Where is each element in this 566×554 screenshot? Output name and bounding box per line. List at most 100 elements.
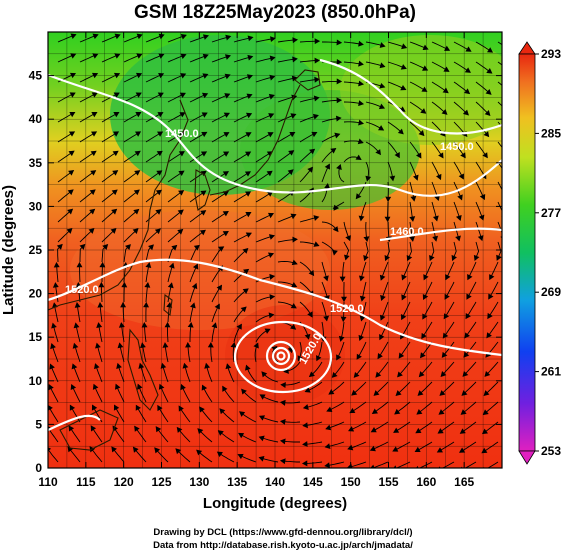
credit-drawing: Drawing by DCL (https://www.gfd-dennou.o… <box>153 527 413 538</box>
streamline-arrowhead <box>421 332 427 340</box>
streamline-arrowhead <box>442 332 449 339</box>
streamline-arrowhead <box>245 112 253 119</box>
streamline-arrowhead <box>69 404 76 411</box>
streamline-arrowhead <box>326 406 333 413</box>
streamline-arrowhead <box>458 447 466 453</box>
streamline-arrowhead <box>178 151 185 157</box>
streamline-arrowhead <box>223 132 230 138</box>
streamline-arrowhead <box>156 170 163 176</box>
streamline-arrowhead <box>334 132 341 139</box>
streamline-arrowhead <box>421 86 428 92</box>
streamline-arrowhead <box>353 371 360 378</box>
streamline-arrowhead <box>297 355 303 362</box>
streamline-arrowhead <box>508 90 512 94</box>
streamline-arrowhead <box>505 153 509 158</box>
streamline-arrowhead <box>324 182 330 189</box>
y-tick-label: 10 <box>29 374 43 388</box>
streamline-arrowhead <box>202 73 209 79</box>
streamline-arrowhead <box>438 152 444 159</box>
colorbar: 293 285 277 269 261 253 <box>518 41 561 465</box>
streamline-arrowhead <box>347 444 354 451</box>
streamline-arrowhead <box>111 208 118 215</box>
streamline-arrowhead <box>291 75 298 82</box>
streamline-arrowhead <box>92 53 99 59</box>
streamline-arrowhead <box>253 342 259 349</box>
streamline-arrowhead <box>199 229 206 236</box>
streamline-arrowhead <box>202 34 209 40</box>
streamline-arrowhead <box>473 254 480 261</box>
streamline-arrowhead <box>359 295 366 302</box>
streamline-arrowhead <box>264 328 271 334</box>
streamline-arrowhead <box>102 244 109 250</box>
streamline-arrowhead <box>236 323 242 330</box>
streamline-arrowhead <box>90 425 97 432</box>
streamline-arrowhead <box>445 274 451 281</box>
streamline-arrowhead <box>336 97 343 104</box>
streamline-arrowhead <box>506 132 510 137</box>
streamline-arrowhead <box>67 208 74 215</box>
streamline-arrowhead <box>268 113 275 119</box>
streamline-arrowhead <box>113 112 120 118</box>
streamline-arrowhead <box>358 60 364 67</box>
streamline-arrowhead <box>110 228 117 234</box>
streamline-arrowhead <box>479 193 486 201</box>
streamline-arrowhead <box>423 274 429 281</box>
streamline-arrowhead <box>200 210 207 216</box>
streamline-arrowhead <box>178 170 185 176</box>
streamline-arrowhead <box>415 427 422 434</box>
streamline-arrowhead <box>439 390 446 396</box>
streamline-arrowhead <box>201 92 209 99</box>
x-tick-label: 150 <box>341 475 361 489</box>
streamline-arrowhead <box>335 115 342 122</box>
streamline-arrowhead <box>180 383 186 391</box>
y-tick-label: 20 <box>29 287 43 301</box>
streamline-arrowhead <box>73 322 80 329</box>
streamline-arrowhead <box>486 68 493 74</box>
streamline-arrowhead <box>167 282 174 289</box>
streamline-arrowhead <box>443 66 450 72</box>
streamline-arrowhead <box>166 301 173 308</box>
streamline-arrowhead <box>323 315 330 322</box>
streamline-arrowhead <box>91 404 98 411</box>
streamline-arrowhead <box>287 169 294 176</box>
streamline-arrowhead <box>158 53 165 59</box>
contour-south-west <box>48 414 101 432</box>
credit-data: Data from http://database.rish.kyoto-u.a… <box>153 540 413 551</box>
streamline-arrowhead <box>379 334 385 341</box>
streamline-arrowhead <box>455 235 461 242</box>
streamline <box>497 161 502 170</box>
streamline-arrowhead <box>379 62 386 69</box>
streamline-arrowhead <box>96 322 103 328</box>
streamline-arrowhead <box>349 407 356 414</box>
streamline-arrowhead <box>68 425 75 432</box>
streamline-arrowhead <box>114 53 121 59</box>
streamline-arrowhead <box>66 228 73 234</box>
x-tick-label: 140 <box>265 475 285 489</box>
y-tick-label: 15 <box>29 330 43 344</box>
streamline-arrowhead <box>223 151 230 157</box>
y-tick-label: 5 <box>35 417 42 431</box>
streamline-arrowhead <box>324 163 330 170</box>
streamline-arrowhead <box>311 131 318 138</box>
streamline-arrowhead <box>155 189 162 196</box>
streamline-arrowhead <box>143 301 150 308</box>
streamline-arrowhead <box>222 210 229 217</box>
streamline-arrowhead <box>308 269 315 277</box>
streamline-arrowhead <box>279 419 286 425</box>
y-tick-label: 35 <box>29 156 43 170</box>
streamline-arrowhead <box>95 342 101 349</box>
y-tick-label: 45 <box>29 69 43 83</box>
streamline-arrowhead <box>89 189 96 196</box>
streamline-arrowhead <box>244 171 251 177</box>
streamline-arrowhead <box>112 170 119 176</box>
streamline-arrowhead <box>422 293 429 301</box>
streamline-arrowhead <box>378 125 385 131</box>
contour-label: 1450.0 <box>440 141 474 153</box>
streamline-arrowhead <box>504 174 508 179</box>
streamline-arrowhead <box>486 332 492 339</box>
streamline-arrowhead <box>91 131 98 137</box>
streamline <box>497 41 502 46</box>
streamline-arrowhead <box>182 362 189 369</box>
streamline-arrowhead <box>51 322 57 329</box>
